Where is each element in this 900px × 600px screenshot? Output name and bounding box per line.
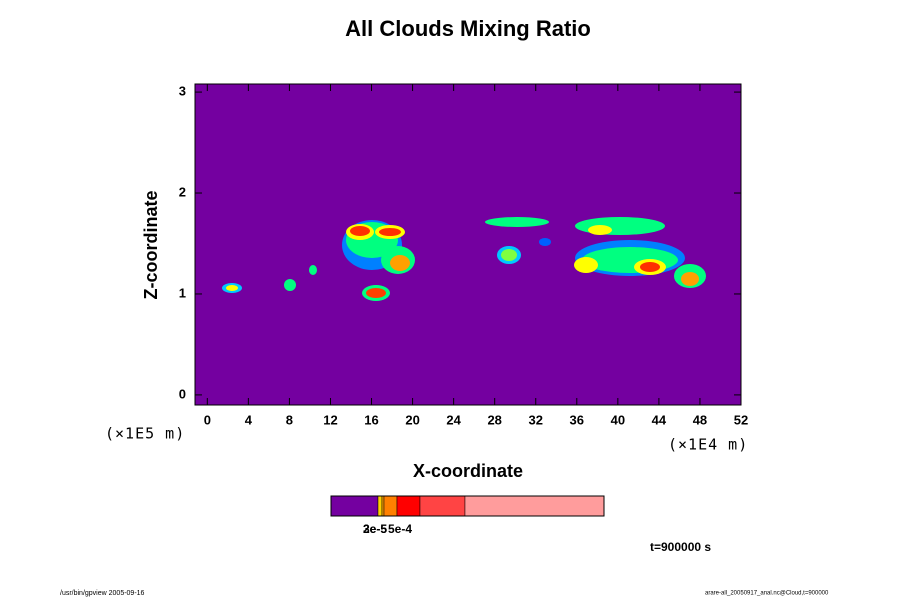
cloud bbox=[350, 226, 370, 236]
colorbar-segment bbox=[330, 495, 379, 517]
x-tick-label: 8 bbox=[286, 412, 293, 427]
x-tick-label: 40 bbox=[611, 412, 625, 427]
cloud bbox=[226, 285, 238, 291]
y-unit-label: (×1E5 m) bbox=[105, 425, 185, 443]
cloud bbox=[501, 249, 517, 261]
x-tick-label: 0 bbox=[204, 412, 211, 427]
y-tick-label: 0 bbox=[179, 386, 186, 401]
x-tick-label: 28 bbox=[487, 412, 501, 427]
plot-frame bbox=[194, 83, 742, 406]
x-tick-label: 52 bbox=[734, 412, 748, 427]
x-tick-label: 20 bbox=[405, 412, 419, 427]
cloud bbox=[575, 217, 665, 235]
cloud bbox=[640, 262, 660, 272]
colorbar-label: 3e-5 bbox=[363, 522, 387, 536]
x-unit-label: (×1E4 m) bbox=[668, 436, 748, 454]
x-tick-label: 24 bbox=[446, 412, 461, 427]
colorbar-frame bbox=[330, 495, 605, 517]
colorbar-label: 2e-5 bbox=[363, 522, 387, 536]
cloud bbox=[588, 225, 612, 235]
x-tick-label: 16 bbox=[364, 412, 378, 427]
cloud bbox=[574, 257, 598, 273]
colorbar-segment bbox=[381, 495, 385, 517]
cloud bbox=[309, 265, 317, 275]
cloud bbox=[390, 255, 410, 271]
colorbar-segment bbox=[377, 495, 383, 517]
colorbar-segment bbox=[383, 495, 398, 517]
footer-right: arare-all_20050917_anal.nc@Cloud,t=90000… bbox=[705, 591, 829, 597]
y-tick-label: 1 bbox=[179, 285, 186, 300]
cloud bbox=[379, 228, 401, 236]
y-tick-label: 3 bbox=[179, 84, 186, 99]
x-tick-label: 48 bbox=[693, 412, 707, 427]
cloud bbox=[681, 272, 699, 286]
cloud-field bbox=[222, 217, 706, 301]
x-tick-label: 44 bbox=[652, 412, 667, 427]
cloud bbox=[284, 279, 296, 291]
colorbar-segment bbox=[396, 495, 421, 517]
colorbar-segment bbox=[419, 495, 466, 517]
colorbar-segment bbox=[464, 495, 605, 517]
chart-title: All Clouds Mixing Ratio bbox=[345, 16, 591, 41]
x-tick-label: 4 bbox=[245, 412, 253, 427]
colorbar-label: 5e-4 bbox=[388, 522, 412, 536]
x-axis-label: X-coordinate bbox=[413, 461, 523, 481]
y-tick-label: 2 bbox=[179, 184, 186, 199]
time-label: t=900000 s bbox=[650, 540, 711, 554]
cloud bbox=[366, 288, 386, 298]
y-axis-label: Z-coordinate bbox=[141, 190, 161, 299]
footer-left: /usr/bin/gpview 2005-09-16 bbox=[60, 590, 145, 597]
cloud bbox=[485, 217, 549, 227]
x-tick-label: 32 bbox=[529, 412, 543, 427]
cloud bbox=[539, 238, 551, 246]
x-tick-label: 12 bbox=[323, 412, 337, 427]
x-tick-label: 36 bbox=[570, 412, 584, 427]
